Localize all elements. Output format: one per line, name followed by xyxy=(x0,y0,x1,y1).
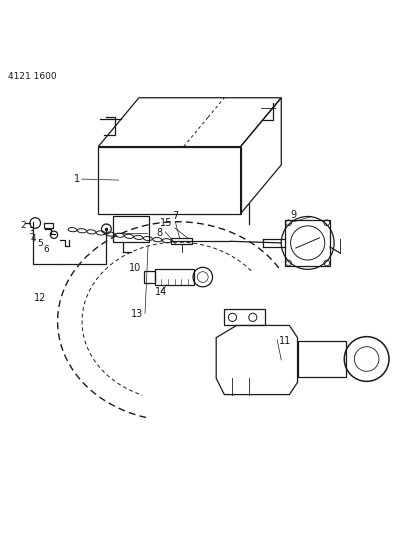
Text: 11: 11 xyxy=(279,336,291,346)
Text: 8: 8 xyxy=(156,228,162,238)
Text: 3: 3 xyxy=(28,227,34,236)
Text: 10: 10 xyxy=(129,263,141,272)
Text: 4121 1600: 4121 1600 xyxy=(8,72,57,81)
Text: 6: 6 xyxy=(43,245,49,254)
Text: 9: 9 xyxy=(290,209,297,220)
Text: 1: 1 xyxy=(74,174,80,184)
Text: 13: 13 xyxy=(131,309,143,319)
Text: 5: 5 xyxy=(38,239,43,248)
Text: 14: 14 xyxy=(155,287,167,297)
Text: 15: 15 xyxy=(160,218,173,228)
Text: 2: 2 xyxy=(20,221,26,230)
Text: 12: 12 xyxy=(34,293,47,303)
Text: 7: 7 xyxy=(173,211,179,221)
Text: 4: 4 xyxy=(31,233,36,243)
